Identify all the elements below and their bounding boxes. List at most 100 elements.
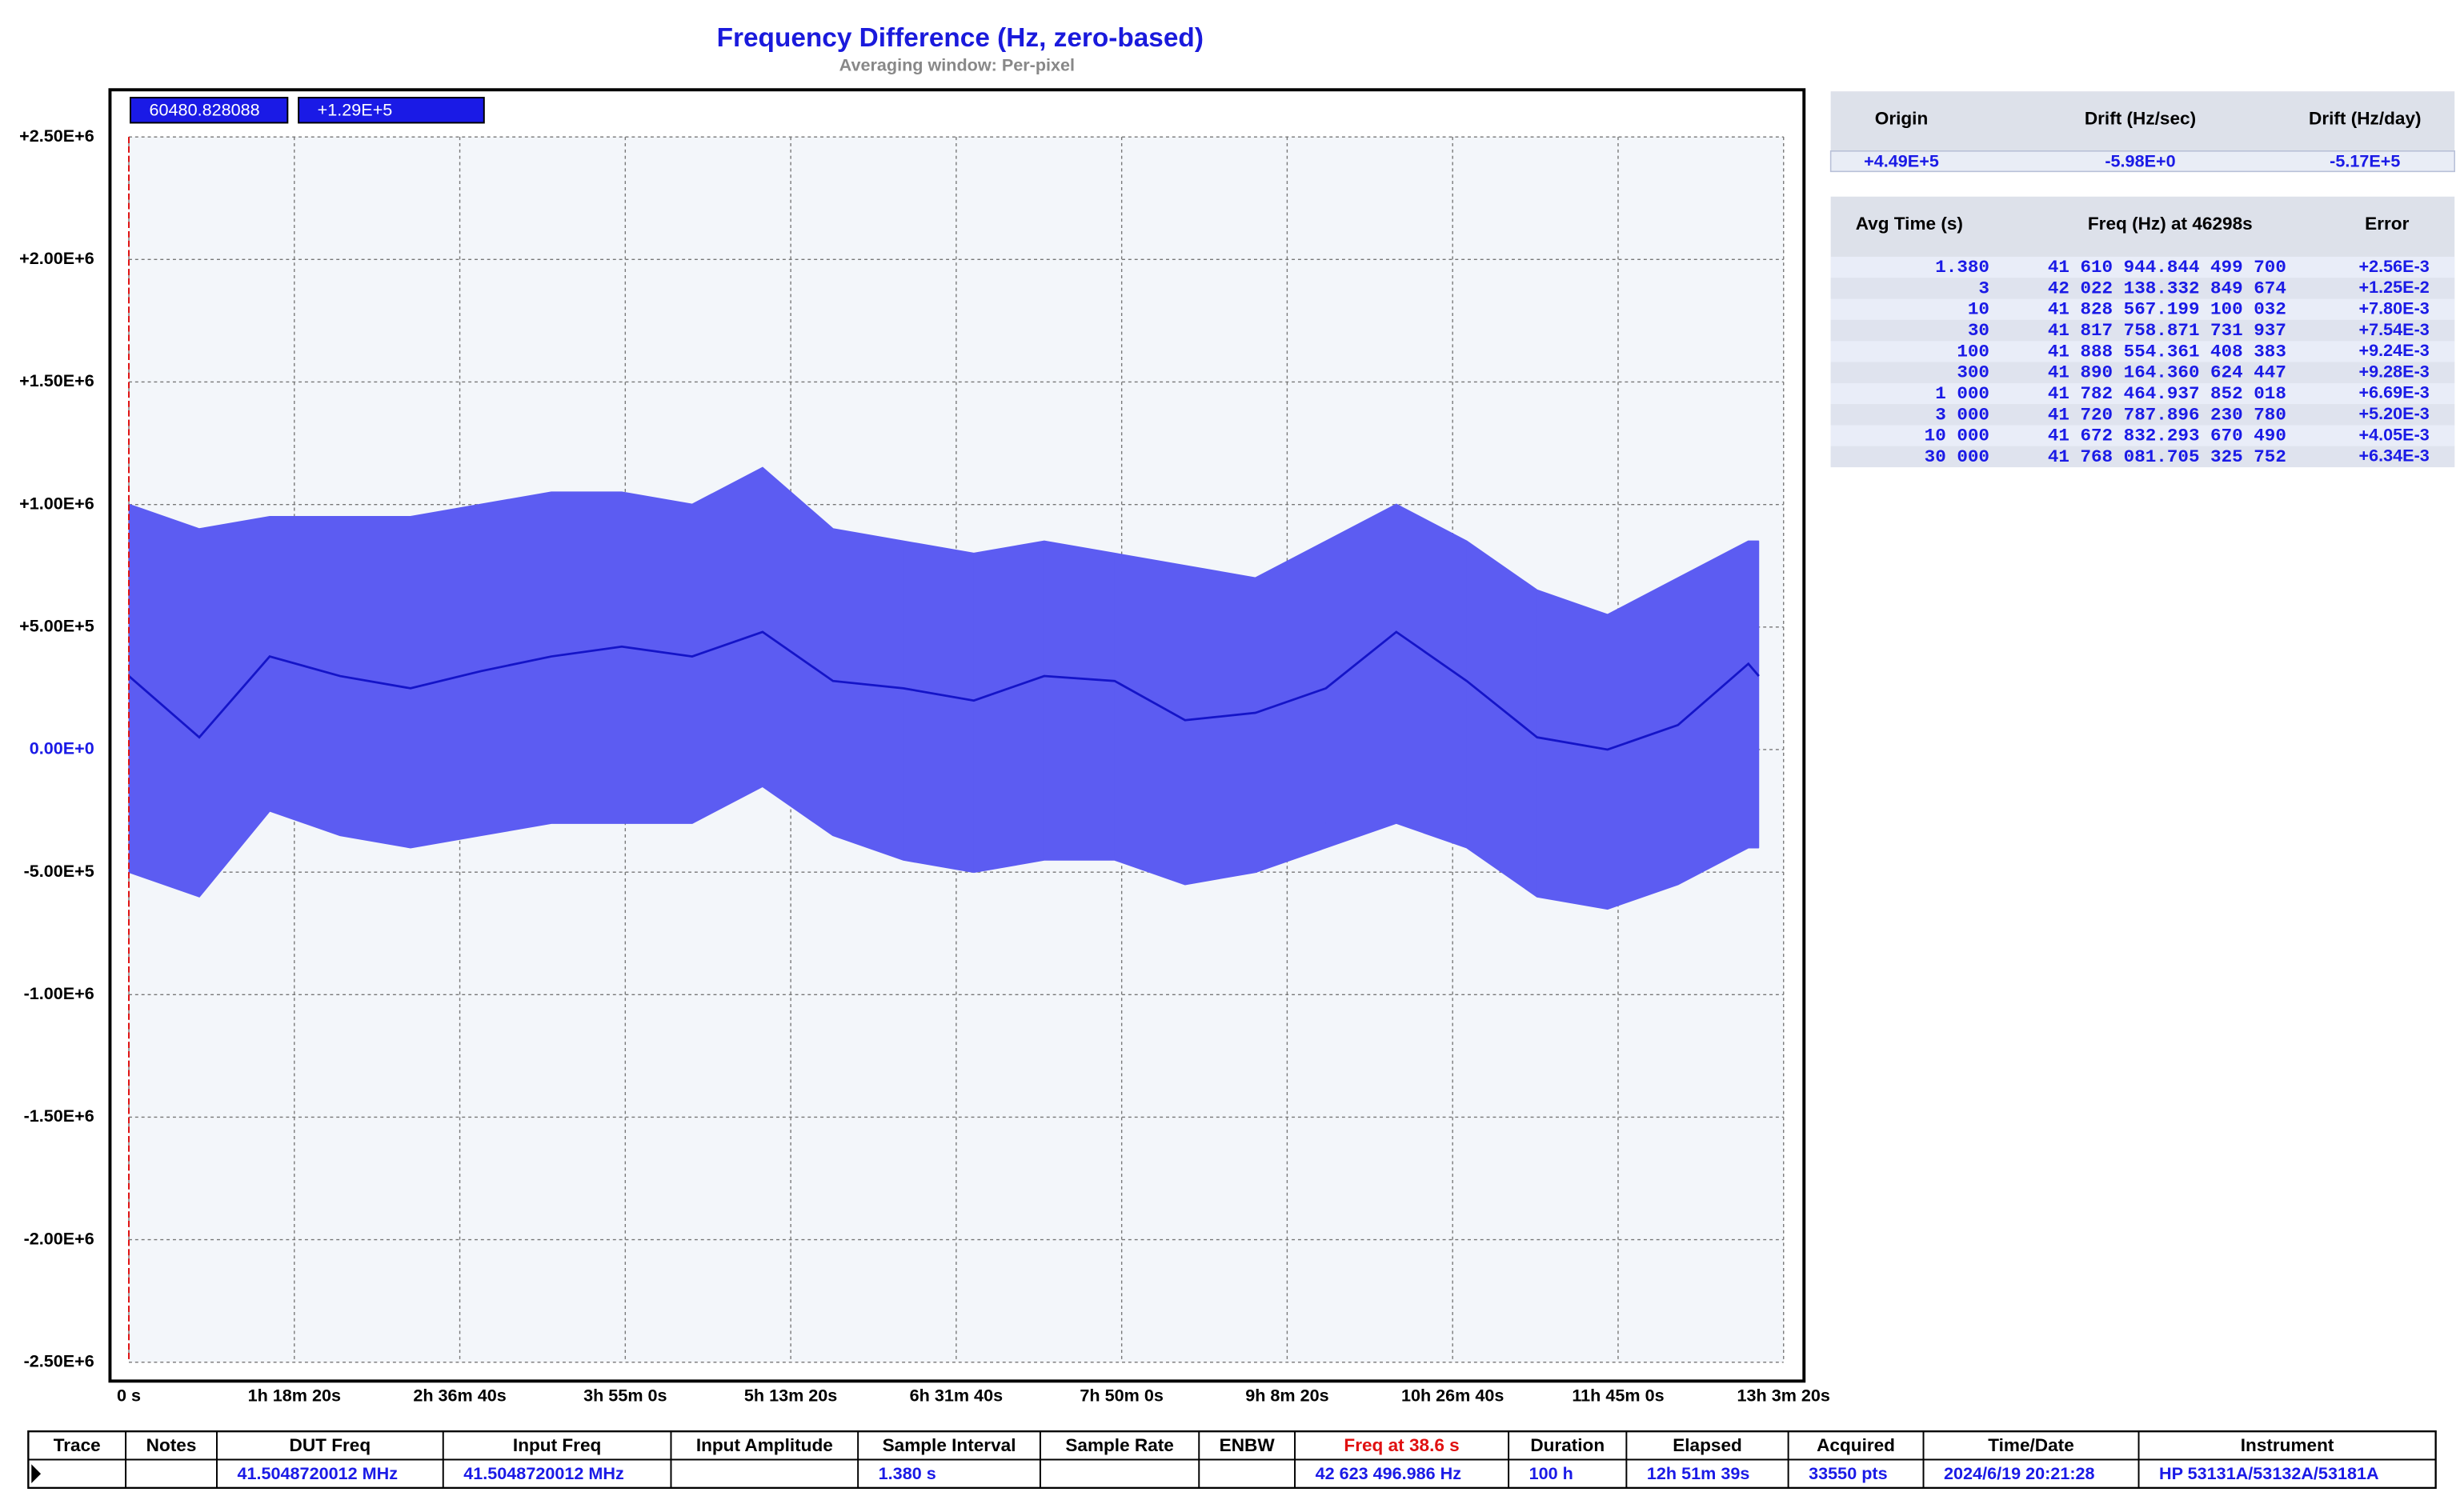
drift-header: Drift (Hz/day)	[2309, 109, 2422, 129]
x-tick-label: 5h 13m 20s	[744, 1386, 837, 1406]
status-header: Instrument	[2241, 1435, 2334, 1455]
avg-time: 30	[1968, 320, 1989, 341]
status-header: Freq at 38.6 s	[1344, 1435, 1459, 1455]
status-value: 1.380 s	[879, 1463, 936, 1483]
drift-value: -5.17E+5	[2330, 150, 2400, 170]
avg-time: 3	[1978, 278, 1989, 298]
avg-freq: 41 610 944.844 499 700	[2048, 257, 2286, 278]
avg-row-bg	[1830, 446, 2455, 468]
status-header: Elapsed	[1673, 1435, 1742, 1455]
avg-row-bg	[1830, 404, 2455, 426]
avg-header: Freq (Hz) at 46298s	[2088, 214, 2253, 234]
noise-band	[551, 491, 623, 824]
status-header: Input Amplitude	[696, 1435, 833, 1455]
avg-time: 1 000	[1935, 383, 1989, 404]
avg-freq: 41 817 758.871 731 937	[2048, 320, 2286, 341]
status-value: 42 623 496.986 Hz	[1316, 1463, 1462, 1483]
avg-error: +6.69E-3	[2359, 382, 2430, 402]
avg-error: +6.34E-3	[2359, 446, 2430, 466]
cursor-readout-box	[298, 97, 485, 124]
y-tick-label: -2.50E+6	[24, 1350, 94, 1370]
x-tick-label: 3h 55m 0s	[583, 1386, 667, 1406]
avg-row-bg	[1830, 278, 2455, 299]
avg-header: Error	[2365, 214, 2409, 234]
x-tick-label: 6h 31m 40s	[910, 1386, 1003, 1406]
drift-header: Origin	[1875, 109, 1928, 129]
y-tick-label: +2.50E+6	[19, 126, 94, 146]
avg-header: Avg Time (s)	[1856, 214, 1963, 234]
noise-band	[1607, 577, 1679, 910]
avg-freq: 41 720 787.896 230 780	[2048, 404, 2286, 425]
avg-error: +7.54E-3	[2359, 319, 2430, 339]
noise-band	[1325, 503, 1397, 849]
avg-freq: 41 888 554.361 408 383	[2048, 341, 2286, 362]
avg-time: 10	[1968, 299, 1989, 320]
cursor-readout: +1.29E+5	[318, 99, 393, 119]
avg-row-bg	[1830, 298, 2455, 320]
x-tick-label: 10h 26m 40s	[1401, 1386, 1504, 1406]
avg-time: 1.380	[1935, 257, 1989, 278]
noise-band	[1396, 503, 1468, 849]
y-tick-label: +2.00E+6	[19, 248, 94, 268]
status-header: Trace	[54, 1435, 101, 1455]
noise-band	[621, 491, 693, 824]
noise-band	[128, 504, 200, 898]
y-tick-label: -2.00E+6	[24, 1228, 94, 1248]
band-edge	[128, 785, 1759, 910]
y-tick-label: +1.00E+6	[19, 493, 94, 513]
cursor-readout-box	[130, 97, 289, 124]
x-tick-label: 2h 36m 40s	[413, 1386, 506, 1406]
avg-error: +9.24E-3	[2359, 340, 2430, 360]
noise-band	[832, 528, 904, 861]
avg-time: 10 000	[1925, 426, 1989, 446]
chart-title: Frequency Difference (Hz, zero-based)	[717, 23, 1204, 53]
noise-band	[1044, 541, 1116, 861]
status-header: Input Freq	[513, 1435, 601, 1455]
status-header: Sample Rate	[1065, 1435, 1174, 1455]
avg-error: +1.25E-2	[2359, 277, 2430, 297]
avg-freq: 42 022 138.332 849 674	[2048, 278, 2286, 298]
avg-freq: 41 890 164.360 624 447	[2048, 362, 2286, 383]
noise-band	[973, 541, 1045, 873]
avg-row-bg	[1830, 256, 2455, 278]
status-header: Acquired	[1817, 1435, 1895, 1455]
drift-row-bg	[1829, 150, 2456, 173]
avg-row-bg	[1830, 382, 2455, 405]
status-value: 100 h	[1529, 1463, 1573, 1483]
x-tick-label: 1h 18m 20s	[248, 1386, 341, 1406]
y-tick-label: -1.00E+6	[24, 983, 94, 1003]
noise-band	[1466, 540, 1538, 898]
avg-freq: 41 672 832.293 670 490	[2048, 426, 2286, 446]
y-tick-label: +1.50E+6	[19, 370, 94, 390]
status-value: 41.5048720012 MHz	[463, 1463, 624, 1483]
avg-row-bg	[1830, 319, 2455, 342]
avg-freq: 41 828 567.199 100 032	[2048, 299, 2286, 320]
avg-time: 100	[1957, 341, 1989, 362]
status-value: 41.5048720012 MHz	[238, 1463, 399, 1483]
avg-time: 3 000	[1935, 404, 1989, 425]
avg-error: +9.28E-3	[2359, 361, 2430, 381]
avg-error: +2.56E-3	[2359, 256, 2430, 276]
status-header: DUT Freq	[290, 1435, 371, 1455]
x-tick-label: 9h 8m 20s	[1245, 1386, 1328, 1406]
x-tick-label: 7h 50m 0s	[1080, 1386, 1163, 1406]
drift-value: -5.98E+0	[2105, 150, 2175, 170]
y-tick-label: +5.00E+5	[19, 616, 94, 636]
avg-error: +5.20E-3	[2359, 403, 2430, 423]
avg-error: +7.80E-3	[2359, 298, 2430, 318]
avg-time: 30 000	[1925, 446, 1989, 467]
x-tick-label: 0 s	[117, 1386, 141, 1406]
y-tick-label: 0.00E+0	[30, 738, 94, 758]
status-header: Sample Interval	[883, 1435, 1016, 1455]
y-tick-label: -1.50E+6	[24, 1106, 94, 1126]
x-tick-label: 11h 45m 0s	[1572, 1386, 1664, 1406]
noise-band	[1748, 541, 1760, 848]
status-value: 12h 51m 39s	[1647, 1463, 1749, 1483]
chart-subtitle: Averaging window: Per-pixel	[839, 54, 1075, 74]
overlay: 60480.828088 +1.29E+5	[128, 97, 485, 1362]
x-tick-label: 13h 3m 20s	[1737, 1386, 1830, 1406]
status-value: HP 53131A/53132A/53181A	[2159, 1463, 2379, 1483]
noise-band	[1536, 590, 1609, 910]
avg-time: 300	[1957, 362, 1989, 383]
